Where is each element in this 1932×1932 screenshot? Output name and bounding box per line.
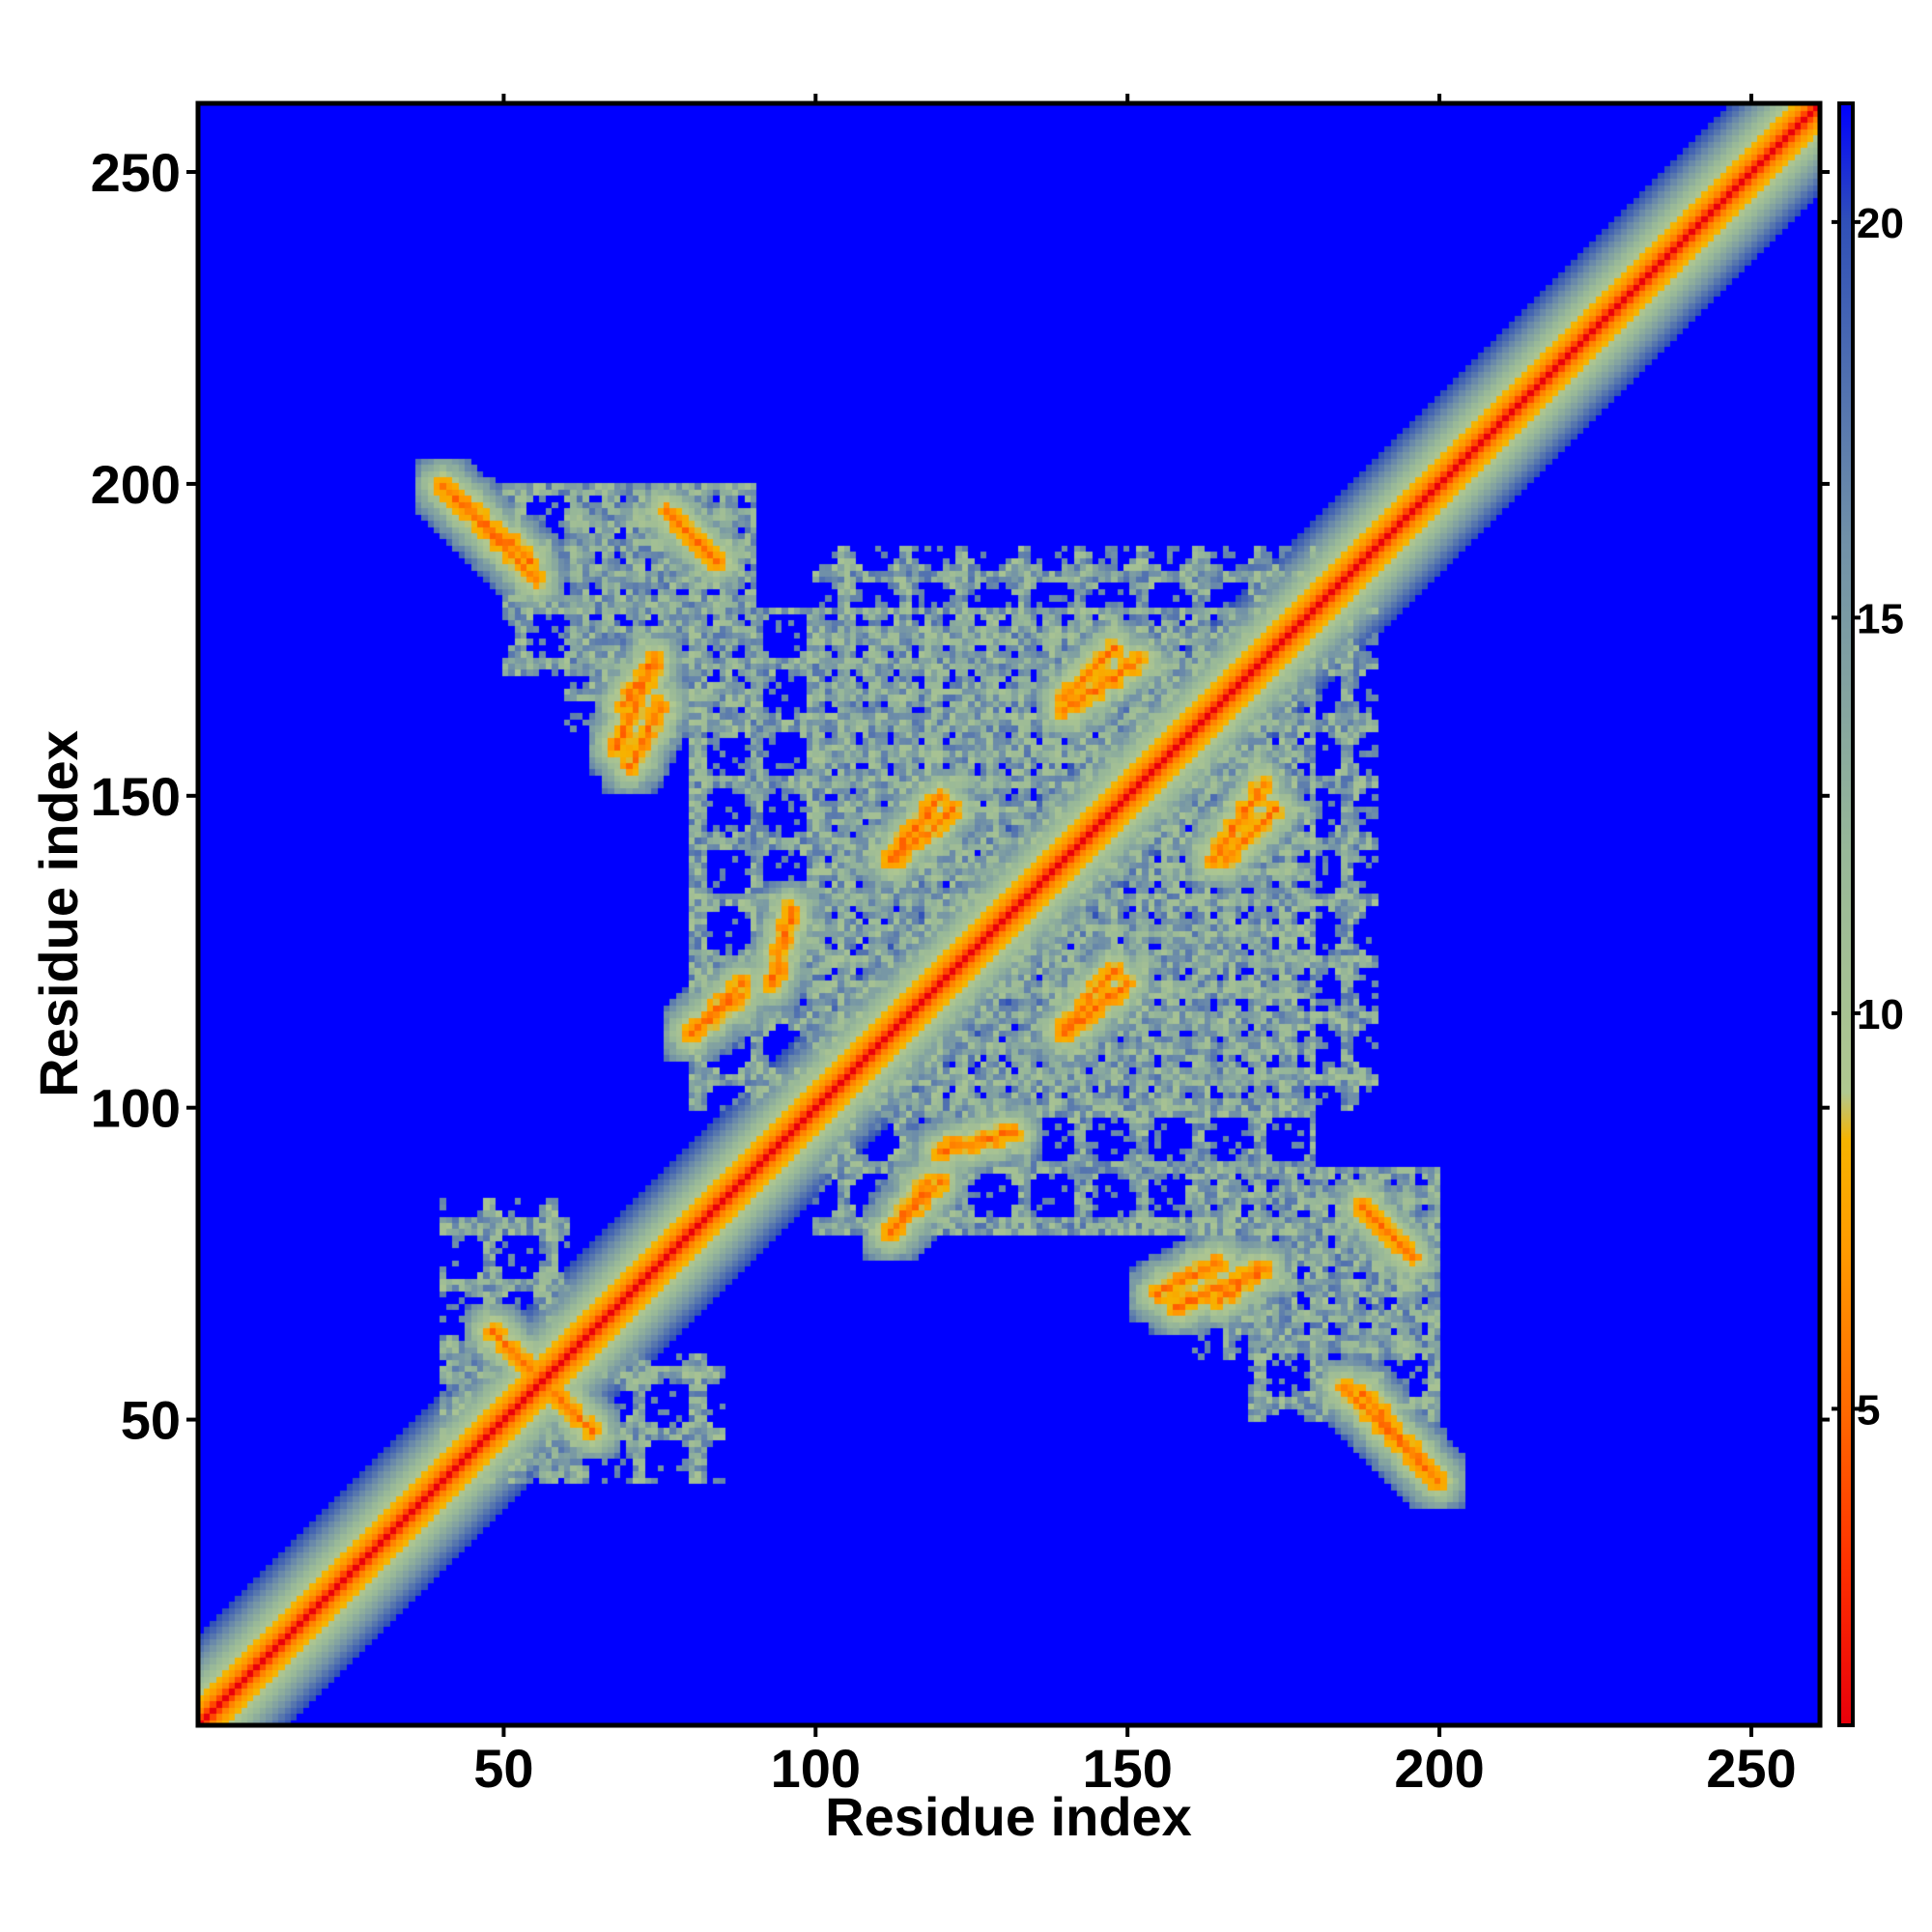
colorbar-tick-label: 5 — [1857, 1386, 1880, 1434]
x-tick-label: 250 — [1706, 1738, 1796, 1799]
x-tick-label: 100 — [771, 1738, 861, 1799]
y-tick-label: 150 — [91, 766, 181, 827]
colorbar-frame — [1837, 101, 1855, 1727]
x-tick-label: 50 — [473, 1738, 533, 1799]
colorbar-gradient — [1839, 103, 1853, 1725]
colorbar-tick-label: 15 — [1857, 595, 1904, 642]
heatmap-image-wrapper — [198, 103, 1820, 1725]
y-tick-label: 250 — [91, 142, 181, 203]
colorbar-tick-label: 20 — [1857, 200, 1904, 247]
y-tick-label: 50 — [121, 1390, 181, 1451]
plot-frame — [195, 100, 1823, 1728]
colorbar-ticks: 5 10 15 20 — [1832, 200, 1904, 1434]
y-tick-label: 200 — [91, 454, 181, 515]
y-axis-title: Residue index — [28, 730, 89, 1097]
y-axis-ticks: 50 100 150 200 250 — [91, 142, 1830, 1451]
y-tick-label: 100 — [91, 1078, 181, 1139]
x-axis-ticks: 50 100 150 200 250 — [473, 94, 1797, 1799]
x-tick-label: 150 — [1082, 1738, 1172, 1799]
x-axis-title: Residue index — [825, 1786, 1192, 1847]
colorbar-tick-label: 10 — [1857, 991, 1904, 1038]
heatmap-image — [198, 103, 1820, 1725]
colorbar: 5 10 15 20 — [1832, 101, 1904, 1727]
x-tick-label: 200 — [1394, 1738, 1484, 1799]
